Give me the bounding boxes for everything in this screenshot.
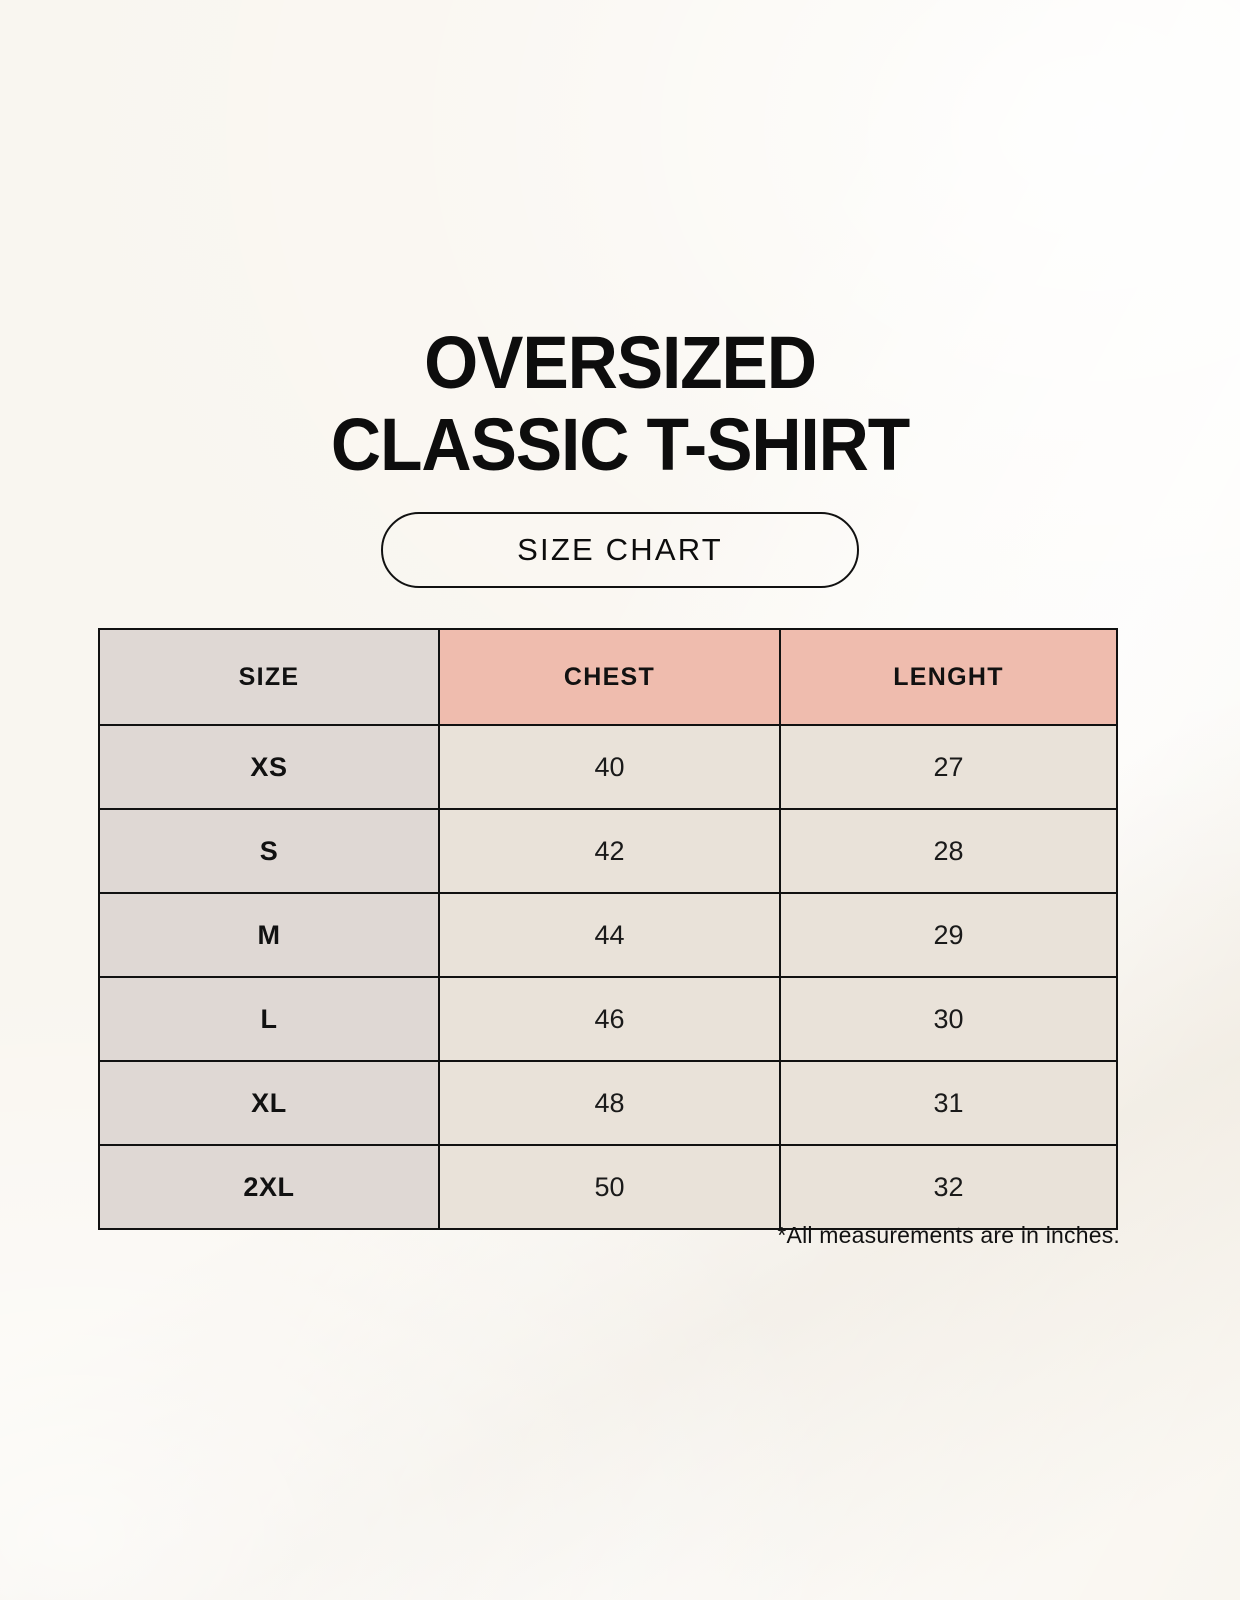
column-header-size: SIZE (98, 628, 440, 726)
cell-chest: 50 (438, 1144, 781, 1230)
cell-chest: 48 (438, 1060, 781, 1146)
size-table: SIZE CHEST LENGHT XS 40 27 S 42 28 M (98, 628, 1118, 1230)
table-header-row: SIZE CHEST LENGHT (98, 628, 1118, 726)
cell-length: 31 (779, 1060, 1118, 1146)
cell-chest: 40 (438, 724, 781, 810)
table-row: M 44 29 (98, 892, 1118, 978)
page-title-line-1: OVERSIZED (424, 321, 817, 404)
page-title-line-2: CLASSIC T-SHIRT (330, 403, 910, 486)
table-row: XL 48 31 (98, 1060, 1118, 1146)
cell-length: 29 (779, 892, 1118, 978)
cell-size: 2XL (98, 1144, 440, 1230)
cell-length: 32 (779, 1144, 1118, 1230)
cell-length: 28 (779, 808, 1118, 894)
page-title: OVERSIZED CLASSIC T-SHIRT (0, 326, 1240, 482)
cell-size: XS (98, 724, 440, 810)
size-table-head: SIZE CHEST LENGHT (98, 628, 1118, 726)
size-table-wrap: SIZE CHEST LENGHT XS 40 27 S 42 28 M (98, 628, 1118, 1230)
size-chart-badge: SIZE CHART (381, 512, 859, 588)
size-chart-badge-wrap: SIZE CHART (0, 512, 1240, 588)
table-row: 2XL 50 32 (98, 1144, 1118, 1230)
cell-size: M (98, 892, 440, 978)
cell-size: L (98, 976, 440, 1062)
column-header-chest: CHEST (438, 628, 781, 726)
size-table-body: XS 40 27 S 42 28 M 44 29 L 46 30 (98, 724, 1118, 1230)
cell-length: 30 (779, 976, 1118, 1062)
table-row: S 42 28 (98, 808, 1118, 894)
table-row: XS 40 27 (98, 724, 1118, 810)
column-header-length: LENGHT (779, 628, 1118, 726)
cell-chest: 44 (438, 892, 781, 978)
cell-length: 27 (779, 724, 1118, 810)
size-chart-badge-label: SIZE CHART (517, 532, 723, 567)
measurement-units-note: *All measurements are in inches. (777, 1222, 1120, 1248)
cell-chest: 46 (438, 976, 781, 1062)
cell-chest: 42 (438, 808, 781, 894)
cell-size: S (98, 808, 440, 894)
cell-size: XL (98, 1060, 440, 1146)
table-row: L 46 30 (98, 976, 1118, 1062)
